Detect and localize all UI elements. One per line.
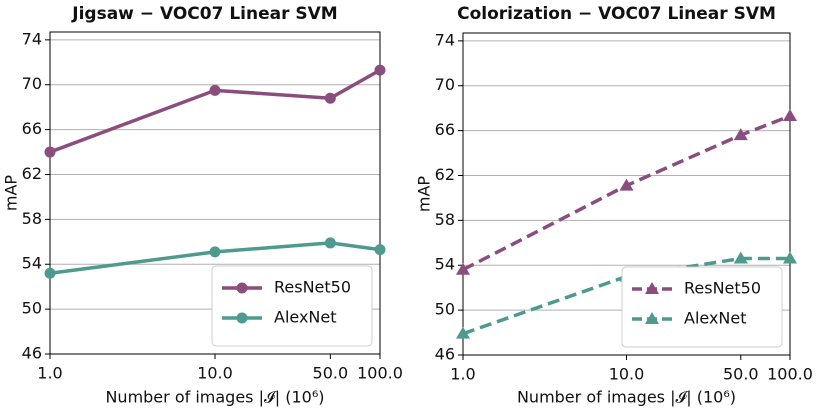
plot-frame bbox=[49, 31, 381, 355]
data-point bbox=[456, 262, 470, 275]
data-point bbox=[374, 244, 386, 256]
x-tick-label: 10.0 bbox=[197, 364, 233, 383]
series-line bbox=[462, 114, 791, 272]
legend-box bbox=[621, 266, 783, 348]
x-tick-label: 50.0 bbox=[313, 364, 349, 383]
x-tick-label: 100.0 bbox=[767, 365, 813, 384]
y-tick-label: 50 bbox=[22, 299, 42, 318]
legend-label: ResNet50 bbox=[274, 278, 351, 297]
y-axis-label: mAP bbox=[415, 176, 434, 213]
data-point bbox=[374, 64, 386, 76]
y-tick-label: 66 bbox=[22, 119, 42, 138]
x-tick-label: 1.0 bbox=[450, 365, 475, 384]
chart-title: Colorization − VOC07 Linear SVM bbox=[457, 4, 776, 24]
y-tick-label: 74 bbox=[22, 29, 42, 48]
chart-title: Jigsaw − VOC07 Linear SVM bbox=[71, 4, 337, 24]
legend-box bbox=[211, 265, 373, 347]
series-line bbox=[49, 68, 381, 154]
legend-marker bbox=[645, 312, 659, 324]
y-tick-label: 50 bbox=[435, 300, 455, 319]
y-tick-label: 62 bbox=[435, 165, 455, 184]
x-axis-label: Number of images |𝓘| (10⁶) bbox=[517, 388, 736, 407]
legend-marker bbox=[236, 282, 248, 294]
y-tick-label: 46 bbox=[435, 345, 455, 364]
legend-marker bbox=[236, 312, 248, 324]
data-point bbox=[209, 84, 221, 96]
y-tick-label: 46 bbox=[22, 344, 42, 363]
data-point bbox=[456, 326, 470, 339]
y-axis-label: mAP bbox=[2, 175, 21, 212]
y-tick-label: 54 bbox=[22, 254, 42, 273]
data-point bbox=[619, 178, 634, 191]
data-point bbox=[209, 246, 221, 258]
y-tick-label: 66 bbox=[435, 120, 455, 139]
series-line bbox=[49, 241, 381, 275]
legend-label: AlexNet bbox=[274, 308, 337, 327]
legend-label: ResNet50 bbox=[684, 279, 761, 298]
x-tick-label: 1.0 bbox=[37, 364, 62, 383]
y-tick-label: 70 bbox=[22, 74, 42, 93]
y-tick-label: 58 bbox=[435, 210, 455, 229]
data-point bbox=[44, 146, 56, 158]
x-tick-label: 50.0 bbox=[723, 365, 759, 384]
data-point bbox=[733, 251, 748, 264]
y-tick-label: 70 bbox=[435, 75, 455, 94]
x-tick-label: 10.0 bbox=[609, 365, 645, 384]
data-point bbox=[783, 251, 797, 264]
data-point bbox=[44, 267, 56, 279]
series-line bbox=[462, 256, 790, 336]
y-tick-label: 62 bbox=[22, 164, 42, 183]
x-axis-label: Number of images |𝓘| (10⁶) bbox=[105, 388, 324, 407]
legend-label: AlexNet bbox=[684, 309, 747, 328]
y-tick-label: 74 bbox=[435, 30, 455, 49]
legend-marker bbox=[645, 282, 659, 294]
x-tick-label: 100.0 bbox=[357, 364, 403, 383]
data-point bbox=[324, 92, 336, 104]
y-tick-label: 58 bbox=[22, 209, 42, 228]
y-tick-label: 54 bbox=[435, 255, 455, 274]
data-point bbox=[733, 128, 748, 141]
data-point bbox=[324, 237, 336, 249]
data-point bbox=[783, 109, 797, 122]
plot-frame bbox=[462, 32, 791, 356]
